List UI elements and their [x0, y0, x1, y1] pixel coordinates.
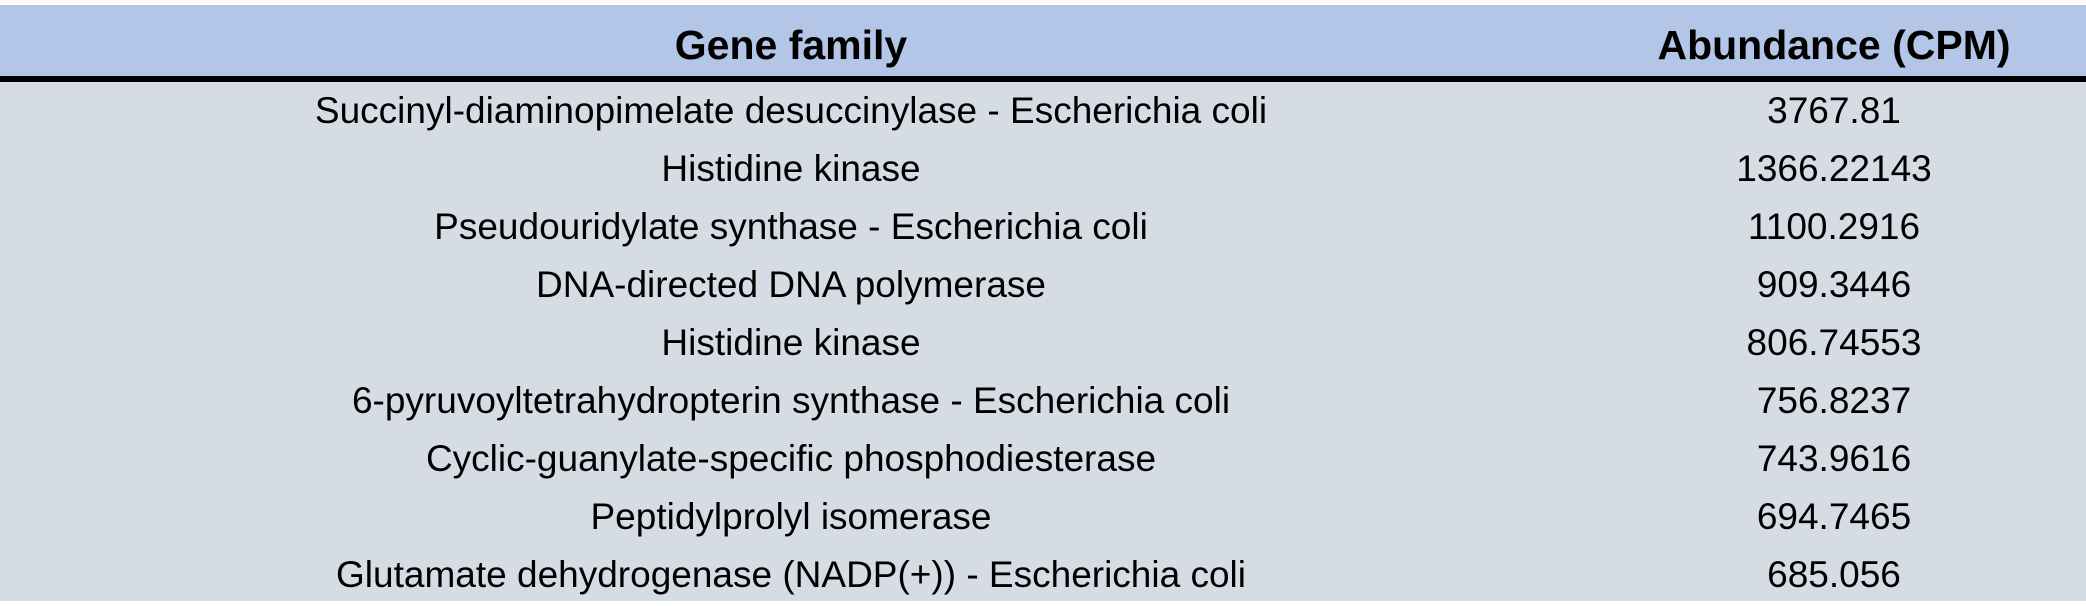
- column-header-abundance: Abundance (CPM): [1657, 22, 2011, 68]
- gene-family-cell: Peptidylprolyl isomerase: [590, 496, 992, 537]
- abundance-cell: 1366.22143: [1736, 148, 1932, 189]
- abundance-cell: 909.3446: [1756, 264, 1912, 305]
- gene-family-cell: 6-pyruvoyltetrahydropterin synthase - Es…: [351, 380, 1231, 421]
- table-row: Histidine kinase 806.74553: [0, 314, 2086, 372]
- table-row: Glutamate dehydrogenase (NADP(+)) - Esch…: [0, 546, 2086, 604]
- abundance-cell: 756.8237: [1756, 380, 1912, 421]
- gene-abundance-table: Gene family Abundance (CPM) Succinyl-dia…: [0, 5, 2086, 601]
- abundance-cell: 685.056: [1767, 554, 1901, 595]
- table-row: 6-pyruvoyltetrahydropterin synthase - Es…: [0, 372, 2086, 430]
- abundance-cell: 3767.81: [1767, 90, 1901, 131]
- abundance-cell: 1100.2916: [1747, 206, 1921, 247]
- gene-family-cell: Histidine kinase: [661, 322, 921, 363]
- gene-family-cell: Succinyl-diaminopimelate desuccinylase -…: [314, 90, 1268, 131]
- abundance-cell: 694.7465: [1756, 496, 1912, 537]
- gene-family-cell: DNA-directed DNA polymerase: [536, 264, 1046, 305]
- gene-family-cell: Glutamate dehydrogenase (NADP(+)) - Esch…: [336, 554, 1246, 595]
- table-row: Peptidylprolyl isomerase 694.7465: [0, 488, 2086, 546]
- table-row: Histidine kinase 1366.22143: [0, 140, 2086, 198]
- table-body: Succinyl-diaminopimelate desuccinylase -…: [0, 82, 2086, 604]
- table-row: Cyclic-guanylate-specific phosphodiester…: [0, 430, 2086, 488]
- gene-family-cell: Histidine kinase: [661, 148, 921, 189]
- abundance-cell: 743.9616: [1756, 438, 1912, 479]
- gene-family-cell: Cyclic-guanylate-specific phosphodiester…: [425, 438, 1157, 479]
- table-row: DNA-directed DNA polymerase 909.3446: [0, 256, 2086, 314]
- table-header-row: Gene family Abundance (CPM): [0, 5, 2086, 82]
- table-row: Succinyl-diaminopimelate desuccinylase -…: [0, 82, 2086, 140]
- abundance-cell: 806.74553: [1746, 322, 1922, 363]
- gene-family-cell: Pseudouridylate synthase - Escherichia c…: [434, 206, 1148, 247]
- table-row: Pseudouridylate synthase - Escherichia c…: [0, 198, 2086, 256]
- column-header-gene-family: Gene family: [674, 22, 908, 68]
